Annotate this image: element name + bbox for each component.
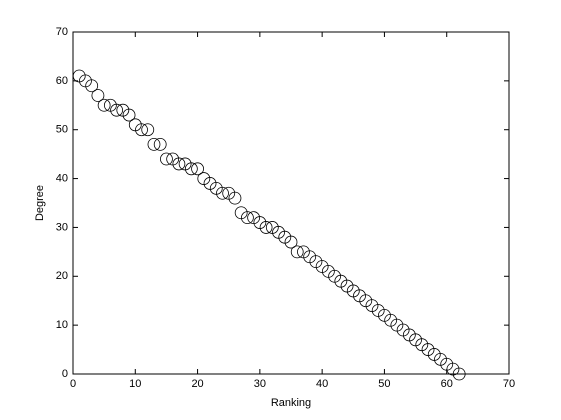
marker [147, 137, 161, 151]
marker [290, 245, 304, 259]
y-tick-label: 0 [62, 368, 68, 380]
y-tick-label: 20 [56, 270, 68, 282]
x-tick-label: 0 [70, 378, 76, 390]
marker [110, 103, 123, 117]
y-tick-label: 70 [56, 26, 68, 38]
marker [122, 108, 136, 122]
marker [85, 79, 99, 93]
marker [216, 186, 229, 200]
x-tick-label: 30 [254, 378, 266, 390]
marker [284, 235, 298, 249]
x-tick-label: 50 [378, 378, 390, 390]
y-tick-label: 10 [56, 319, 68, 331]
y-axis-label: Degree [34, 185, 46, 221]
marker [160, 152, 173, 166]
marker [259, 221, 273, 234]
x-tick-label: 20 [191, 378, 203, 390]
plot-frame [72, 31, 510, 375]
marker [135, 123, 148, 137]
marker [97, 98, 111, 112]
y-tick-label: 30 [56, 221, 68, 233]
x-tick-label: 10 [129, 378, 141, 390]
x-tick-label: 40 [316, 378, 328, 390]
marker [240, 211, 254, 225]
y-tick-label: 40 [56, 172, 68, 184]
marker [452, 367, 466, 381]
y-tick-label: 50 [56, 124, 68, 136]
x-tick-label: 70 [503, 378, 515, 390]
x-tick-label: 60 [441, 378, 453, 390]
marker [191, 162, 204, 176]
marker [141, 123, 155, 137]
marker [184, 162, 198, 176]
marker [172, 157, 186, 171]
marker [153, 137, 167, 151]
marker [228, 191, 242, 205]
y-tick-label: 60 [56, 75, 68, 87]
x-axis-label: Ranking [271, 397, 311, 409]
marker [91, 89, 105, 102]
